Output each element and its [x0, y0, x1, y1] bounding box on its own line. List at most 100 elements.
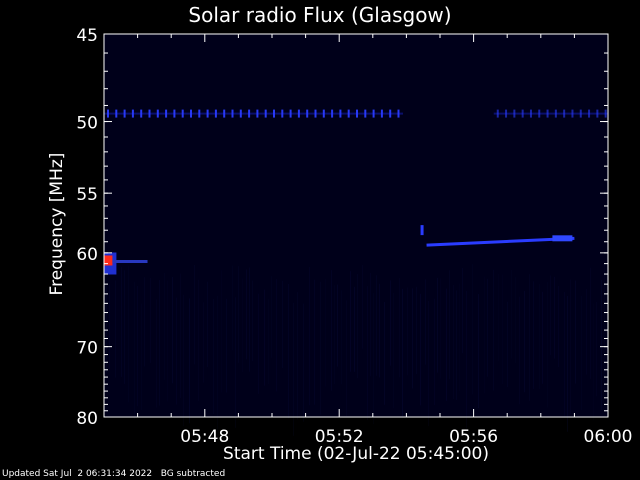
y-tick-label: 50 [76, 114, 98, 134]
background-striation [176, 297, 177, 405]
y-tick-label: 45 [76, 26, 98, 46]
background-striation [502, 274, 503, 385]
background-striation [604, 264, 605, 390]
background-striation [217, 295, 218, 430]
background-striation [198, 279, 199, 401]
background-striation [547, 282, 548, 408]
interference-line-tick [397, 109, 400, 118]
interference-line-2-tick [505, 109, 508, 118]
background-striation [434, 298, 435, 406]
background-striation [134, 281, 135, 420]
background-striation [466, 290, 467, 429]
background-striation [393, 292, 394, 409]
background-striation [346, 300, 347, 417]
background-striation [542, 291, 543, 384]
drift-band-line [426, 236, 575, 247]
background-striation [425, 279, 426, 365]
background-striation [258, 293, 259, 394]
background-striation [189, 298, 190, 424]
x-tick-label: 05:56 [449, 427, 498, 447]
background-striation [440, 278, 441, 379]
interference-line-2-tick [588, 109, 591, 118]
background-striation [420, 293, 421, 406]
background-striation [268, 299, 269, 385]
background-striation [570, 279, 571, 414]
background-striation [446, 288, 447, 401]
background-striation [586, 289, 587, 375]
background-striation [144, 277, 145, 367]
background-striation [320, 281, 321, 415]
background-striation [309, 267, 310, 406]
interference-line-tick [297, 109, 300, 118]
background-striation [164, 272, 165, 380]
background-striation [150, 278, 151, 363]
interference-line-tick [339, 109, 342, 118]
background-striation [325, 278, 326, 387]
background-striation [128, 266, 129, 403]
y-tick-label: 70 [76, 339, 98, 359]
interference-line-tick [389, 109, 392, 118]
background-striation [246, 269, 247, 360]
background-striation [384, 301, 385, 405]
interference-line-tick [372, 109, 375, 118]
x-tick-label: 05:52 [315, 427, 364, 447]
background-striation [524, 290, 525, 393]
interference-line-tick [256, 109, 259, 118]
background-striation [550, 275, 551, 356]
background-striation [533, 281, 534, 389]
background-striation [367, 286, 368, 421]
plot-frame [103, 33, 609, 418]
background-striation [399, 278, 400, 378]
interference-line-2-tick [529, 109, 532, 118]
background-striation [390, 280, 391, 366]
background-striation [379, 283, 380, 378]
burst-core [104, 255, 113, 266]
background-striation [337, 284, 338, 367]
background-striation [293, 302, 294, 436]
interference-line-2-tick [596, 109, 599, 118]
background-striation [354, 286, 355, 372]
interference-line-tick [156, 109, 159, 118]
interference-line-tick [289, 109, 292, 118]
interference-line-tick [173, 109, 176, 118]
interference-line-tick [181, 109, 184, 118]
background-striation [334, 285, 335, 385]
interference-line-tick [322, 109, 325, 118]
background-striation [373, 293, 374, 425]
background-striation [249, 267, 250, 372]
background-striation [539, 283, 540, 390]
x-tick-label: 06:00 [584, 427, 633, 447]
x-axis-label: Start Time (02-Jul-22 05:45:00) [223, 444, 489, 464]
background-striation [357, 274, 358, 379]
interference-line-tick [264, 109, 267, 118]
interference-line-tick [306, 109, 309, 118]
interference-line-tick [206, 109, 209, 118]
footer-bg-note: BG subtracted [160, 469, 226, 479]
interference-line-tick [115, 109, 118, 118]
background-striation [593, 303, 594, 421]
interference-line-2-tick [604, 109, 607, 118]
background-striation [172, 276, 173, 384]
background-striation [207, 281, 208, 368]
background-striation [412, 288, 413, 389]
background-striation [314, 279, 315, 405]
interference-line-tick [140, 109, 143, 118]
drift-band-start [420, 225, 424, 236]
x-tick-label: 05:48 [180, 427, 229, 447]
background-striation [498, 273, 499, 362]
background-striation [141, 303, 142, 411]
background-striation [507, 301, 508, 388]
background-striation [159, 280, 160, 406]
background-striation [183, 294, 184, 427]
interference-line-tick [356, 109, 358, 118]
y-tick-label: 80 [76, 409, 98, 429]
background-striation [601, 279, 602, 411]
background-striation [370, 272, 371, 377]
interference-line-2-tick [496, 109, 499, 118]
interference-line-tick [165, 109, 168, 118]
background-striation [288, 283, 289, 419]
background-striation [232, 265, 233, 351]
background-striation [350, 271, 351, 372]
background-striation [376, 275, 377, 376]
